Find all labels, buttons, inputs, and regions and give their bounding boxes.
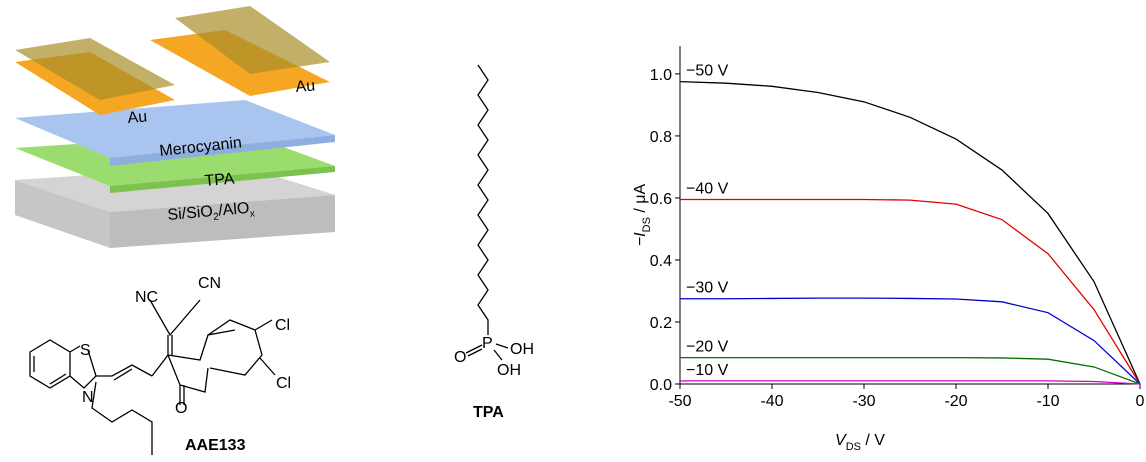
label: TPA xyxy=(204,170,236,190)
x-tick-label: -10 xyxy=(1036,393,1059,410)
label-part: −I xyxy=(632,232,649,246)
label-part: / μA xyxy=(632,184,649,218)
label: Si/SiO2/AlOx xyxy=(167,199,255,227)
substrate-side xyxy=(15,180,110,248)
atom: NC xyxy=(135,289,158,306)
label-part: V xyxy=(835,432,847,449)
series-label: −20 V xyxy=(686,339,729,356)
label: Au xyxy=(295,77,316,96)
y-axis-title: −IDS / μA xyxy=(632,184,653,247)
x-axis-title: VDS / V xyxy=(835,432,885,453)
label-part: 2 xyxy=(213,212,220,223)
atom: Cl xyxy=(276,375,291,392)
x-tick-label: -40 xyxy=(760,393,783,410)
x-tick-label: -20 xyxy=(944,393,967,410)
molecule-tpa: O P OH OH TPA xyxy=(454,64,534,421)
series-line xyxy=(680,198,1141,385)
atom: OH xyxy=(497,362,521,379)
label-part: /AlO xyxy=(218,200,250,220)
atom: CN xyxy=(198,275,221,292)
atom: S xyxy=(80,342,91,359)
x-tick-label: -50 xyxy=(668,393,691,410)
chart: −IDS / μA VDS / V 0.00.20.40.60.81.0-50-… xyxy=(632,46,1145,453)
label: Au xyxy=(127,108,148,127)
atom: P xyxy=(482,335,493,352)
label-part: Si/SiO xyxy=(167,203,214,224)
substrate-front xyxy=(110,195,335,248)
y-tick-label: 0.0 xyxy=(650,377,672,394)
y-tick-label: 0.4 xyxy=(650,253,672,270)
series-label: −10 V xyxy=(686,362,729,379)
series-label: −30 V xyxy=(686,280,729,297)
y-tick-label: 0.6 xyxy=(650,191,672,208)
atom: Cl xyxy=(275,317,290,334)
series-line xyxy=(680,356,1141,385)
label-part: / V xyxy=(861,432,885,449)
series-line xyxy=(679,81,1141,385)
y-tick-label: 0.2 xyxy=(650,315,672,332)
label-part: DS xyxy=(846,441,861,453)
label-part: x xyxy=(249,208,255,219)
label-part: DS xyxy=(641,217,653,232)
molecule-name: TPA xyxy=(473,404,504,421)
electrode-right-top xyxy=(175,6,330,74)
series-line xyxy=(680,380,1141,385)
molecule-name: AAE133 xyxy=(185,437,246,454)
merocyanin-layer-edge xyxy=(110,135,335,166)
molecule-aae133: S N NC CN Cl Cl O AAE133 xyxy=(29,275,291,455)
x-tick-label: -30 xyxy=(852,393,875,410)
series-line xyxy=(680,297,1141,385)
tpa-layer-edge xyxy=(110,166,335,193)
merocyanin-layer xyxy=(15,100,335,158)
atom: OH xyxy=(510,341,534,358)
y-tick-label: 1.0 xyxy=(650,67,672,84)
x-tick-label: 0 xyxy=(1136,393,1145,410)
y-tick-label: 0.8 xyxy=(650,129,672,146)
series-label: −40 V xyxy=(686,180,729,197)
atom: O xyxy=(175,400,187,417)
device-schematic: Au Au Merocyanin TPA Si/SiO2/AlOx xyxy=(15,6,335,248)
series-label: −50 V xyxy=(686,63,729,80)
electrode-left-top xyxy=(15,38,175,100)
atom: O xyxy=(454,349,466,366)
atom: N xyxy=(82,389,94,406)
